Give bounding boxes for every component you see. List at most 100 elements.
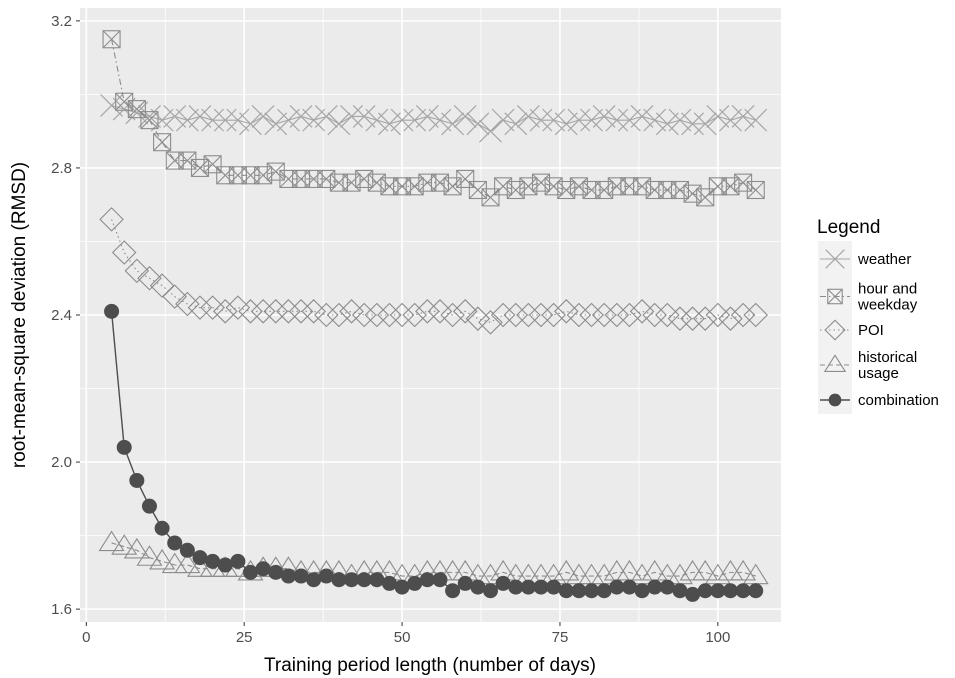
data-point [216,166,235,185]
legend-title: Legend [817,217,880,238]
data-point [266,162,285,181]
data-point [276,299,301,324]
x-tick-label: 75 [552,629,569,646]
series-line [111,219,756,323]
data-point [150,108,174,132]
data-point [468,180,487,200]
data-point [116,439,132,455]
data-point [743,302,769,328]
data-point [710,583,726,599]
series-combination [104,303,764,602]
data-point [495,575,511,591]
x-tick-label: 50 [394,629,411,646]
data-point [490,302,516,328]
data-point [124,258,150,284]
data-point [571,583,587,599]
data-point [427,299,453,324]
data-point [605,108,629,132]
data-point [647,579,663,595]
data-point [241,166,260,185]
data-point [609,579,625,595]
data-point [165,151,184,170]
data-point [418,173,437,192]
data-point [175,291,200,317]
data-point [228,166,247,185]
data-point [250,299,276,324]
data-point [217,557,233,573]
data-point [99,207,124,232]
data-point [205,553,221,569]
series-layer [98,30,769,602]
data-point [466,112,490,136]
data-point [264,112,288,136]
data-point [276,108,300,132]
x-axis: 0 25 50 75 100 [82,622,730,646]
data-point [314,105,338,128]
data-point [415,105,439,128]
series-line [111,542,756,577]
y-axis-title: root-mean-square deviation (RMSD) [9,162,30,468]
data-point [542,108,566,132]
data-point [378,112,401,136]
legend-label: combination [858,392,939,409]
data-point [680,306,705,331]
data-point [748,583,764,599]
data-point [705,302,731,328]
data-point [302,108,326,132]
data-point [104,303,120,319]
data-point [255,561,271,577]
data-point [230,553,246,569]
data-point [607,177,626,196]
y-tick-label: 2.4 [51,307,72,324]
data-point [668,108,692,132]
data-point [380,177,399,196]
data-point [440,302,465,328]
data-point [394,579,410,595]
data-point [288,299,314,324]
data-point [643,108,667,132]
data-point [655,112,679,136]
data-point [596,583,612,599]
data-point [681,112,705,136]
data-point [629,299,655,324]
data-point [293,568,309,584]
data-point [192,550,208,566]
data-point [692,306,718,331]
series-line [111,104,756,132]
data-point [167,535,183,551]
data-point [659,579,675,595]
data-point [827,288,843,305]
data-point [457,575,473,591]
data-point [407,575,423,591]
data-point [187,295,213,320]
data-point [685,586,701,602]
legend-label: historical usage [858,349,917,382]
data-point [634,583,650,599]
data-point [314,302,339,328]
data-point [465,306,491,331]
data-point [280,568,296,584]
data-point [452,299,478,324]
data-point [453,105,477,128]
data-point [381,575,397,591]
series-weather [100,94,768,143]
data-point [153,133,172,152]
data-point [190,158,210,177]
data-point [203,155,222,174]
data-point [478,310,503,335]
data-point [111,240,137,265]
data-point [327,112,351,136]
data-point [154,520,170,536]
data-point [481,188,500,207]
data-point [225,295,251,320]
data-point [432,572,448,588]
data-point [618,108,641,132]
data-point [824,319,846,341]
data-point [239,112,262,136]
data-point [140,111,159,130]
data-point [369,572,385,588]
legend-label: POI [858,322,884,339]
data-point [655,302,680,328]
major-gridlines [80,8,781,622]
data-point [482,583,498,599]
